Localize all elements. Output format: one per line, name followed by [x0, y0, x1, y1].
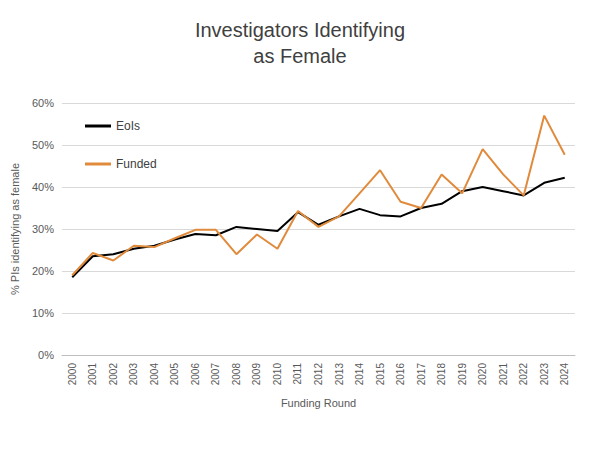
svg-text:0%: 0% — [38, 349, 54, 361]
svg-text:Funding Round: Funding Round — [281, 397, 356, 409]
svg-text:2022: 2022 — [518, 363, 529, 386]
svg-text:2020: 2020 — [477, 363, 488, 386]
svg-text:2015: 2015 — [375, 363, 386, 386]
svg-text:2014: 2014 — [354, 363, 365, 386]
svg-text:Investigators Identifying: Investigators Identifying — [195, 19, 405, 41]
svg-text:2019: 2019 — [457, 363, 468, 386]
svg-text:2024: 2024 — [559, 363, 570, 386]
svg-text:2010: 2010 — [272, 363, 283, 386]
svg-text:50%: 50% — [32, 139, 54, 151]
svg-text:60%: 60% — [32, 97, 54, 109]
svg-text:10%: 10% — [32, 307, 54, 319]
svg-text:2006: 2006 — [190, 363, 201, 386]
svg-text:2009: 2009 — [251, 363, 262, 386]
svg-text:2012: 2012 — [313, 363, 324, 386]
svg-text:2021: 2021 — [498, 363, 509, 386]
svg-text:2013: 2013 — [334, 363, 345, 386]
svg-text:2018: 2018 — [436, 363, 447, 386]
svg-text:2008: 2008 — [231, 363, 242, 386]
svg-text:2005: 2005 — [169, 363, 180, 386]
svg-text:2017: 2017 — [416, 363, 427, 386]
svg-text:20%: 20% — [32, 265, 54, 277]
svg-text:2002: 2002 — [108, 363, 119, 386]
svg-text:2000: 2000 — [67, 363, 78, 386]
svg-text:2007: 2007 — [210, 363, 221, 386]
svg-text:2023: 2023 — [539, 363, 550, 386]
svg-text:2001: 2001 — [87, 363, 98, 386]
svg-text:Funded: Funded — [116, 157, 157, 171]
svg-text:2003: 2003 — [128, 363, 139, 386]
svg-text:2016: 2016 — [395, 363, 406, 386]
svg-text:2004: 2004 — [149, 363, 160, 386]
svg-text:EoIs: EoIs — [116, 119, 140, 133]
svg-text:% PIs identifying as female: % PIs identifying as female — [9, 163, 21, 295]
svg-text:40%: 40% — [32, 181, 54, 193]
svg-text:30%: 30% — [32, 223, 54, 235]
svg-text:2011: 2011 — [292, 363, 303, 385]
svg-text:as Female: as Female — [253, 45, 346, 67]
